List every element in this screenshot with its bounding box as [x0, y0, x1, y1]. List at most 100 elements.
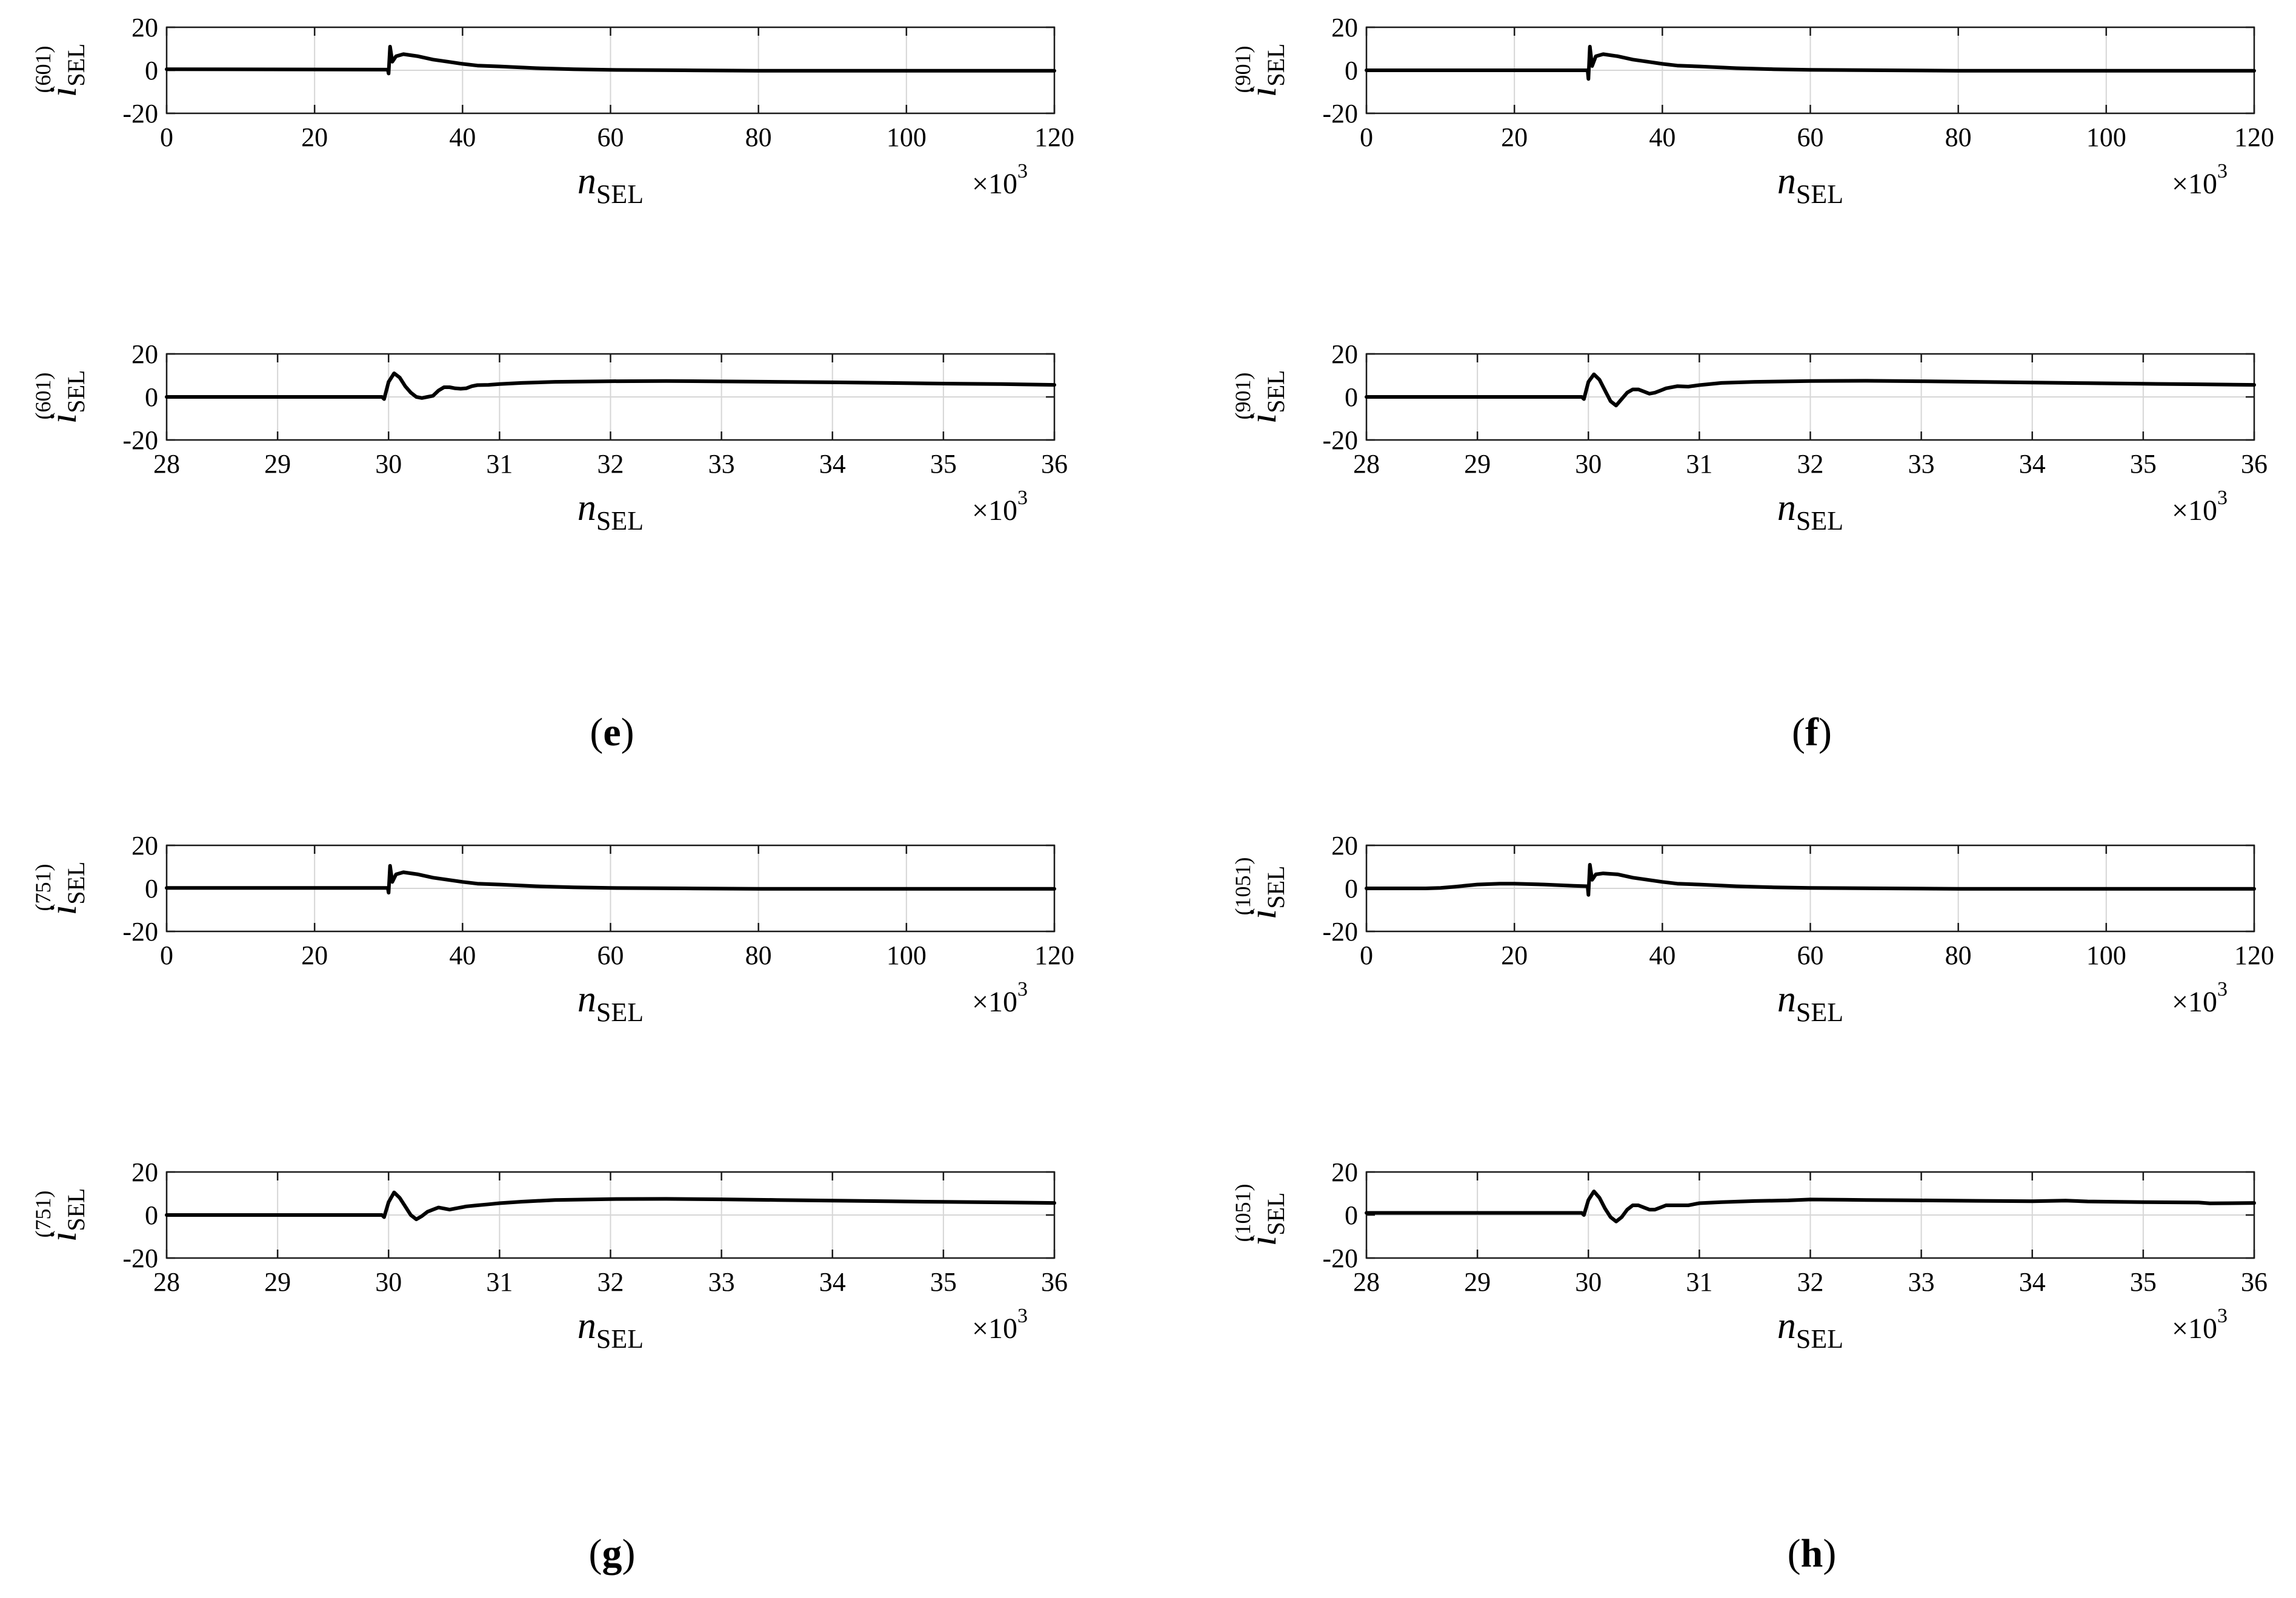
- x-label-subscript: SEL: [596, 506, 644, 536]
- x-label-subscript: SEL: [1796, 997, 1843, 1027]
- x-tick-label: 35: [930, 1267, 957, 1297]
- y-tick-label: -20: [122, 917, 158, 947]
- x-tick-label: 40: [449, 940, 476, 970]
- x-tick-label: 35: [2130, 449, 2157, 479]
- x-tick-label: 80: [1945, 940, 1972, 970]
- y-tick-label: 0: [1345, 382, 1358, 412]
- x-tick-label: 20: [1501, 122, 1528, 152]
- multiplier-power: 3: [2217, 487, 2228, 509]
- panel-label-letter: f: [1805, 710, 1819, 754]
- y-tick-label: 20: [131, 831, 158, 861]
- x-label-symbol: n: [577, 161, 596, 202]
- x-tick-label: 28: [1353, 1267, 1380, 1297]
- y-tick-label: -20: [122, 425, 158, 455]
- multiplier-power: 3: [2217, 1305, 2228, 1327]
- x-tick-label: 0: [160, 122, 173, 152]
- multiplier-power: 3: [1017, 160, 1028, 182]
- panel-label-h: (h): [1788, 1531, 1837, 1576]
- x-tick-label: 28: [153, 449, 180, 479]
- panel-labels-layer: (e) (f)(g) (h): [589, 710, 1837, 1576]
- x-tick-label: 31: [486, 449, 513, 479]
- multiplier-base: ×10: [972, 1313, 1017, 1345]
- x-axis-multiplier: ×103: [972, 160, 1028, 200]
- x-tick-label: 80: [745, 940, 772, 970]
- panel-label-close: ): [622, 1531, 636, 1576]
- x-axis-multiplier: ×103: [972, 487, 1028, 527]
- x-tick-label: 36: [2241, 449, 2268, 479]
- x-tick-label: 0: [1360, 940, 1373, 970]
- x-label-subscript: SEL: [596, 997, 644, 1027]
- y-label-symbol: i: [41, 87, 84, 98]
- x-tick-label: 40: [1649, 122, 1675, 152]
- y-axis-label: iSEL (751): [31, 1188, 90, 1242]
- x-tick-label: 35: [2130, 1267, 2157, 1297]
- x-tick-label: 80: [745, 122, 772, 152]
- x-tick-label: 29: [1464, 1267, 1491, 1297]
- x-tick-label: 20: [1501, 940, 1528, 970]
- multiplier-base: ×10: [2172, 1313, 2217, 1345]
- y-label-symbol: i: [41, 1231, 84, 1242]
- x-axis-label: nSEL: [577, 487, 644, 536]
- y-tick-label: -20: [1322, 99, 1358, 128]
- x-axis-label: nSEL: [1777, 1305, 1843, 1354]
- x-label-symbol: n: [577, 1305, 596, 1347]
- x-tick-label: 33: [1908, 449, 1935, 479]
- y-label-symbol: i: [1241, 413, 1284, 424]
- x-tick-label: 30: [375, 449, 402, 479]
- x-tick-label: 33: [1908, 1267, 1935, 1297]
- y-tick-label: 20: [1331, 831, 1358, 861]
- x-tick-label: 60: [597, 122, 624, 152]
- x-tick-label: 28: [153, 1267, 180, 1297]
- y-label-superscript: (601): [31, 46, 55, 93]
- multiplier-base: ×10: [2172, 986, 2217, 1018]
- x-tick-label: 34: [2019, 449, 2046, 479]
- x-tick-label: 28: [1353, 449, 1380, 479]
- y-label-symbol: i: [41, 905, 84, 916]
- y-label-subscript: SEL: [62, 1188, 90, 1231]
- multiplier-base: ×10: [972, 986, 1017, 1018]
- x-tick-label: 30: [1575, 449, 1602, 479]
- x-label-symbol: n: [577, 487, 596, 528]
- y-tick-label: 20: [131, 1157, 158, 1187]
- panel-label-letter: g: [602, 1531, 622, 1576]
- x-axis-label: nSEL: [1777, 161, 1843, 209]
- y-label-superscript: (751): [31, 1191, 55, 1238]
- y-tick-label: 0: [145, 1200, 158, 1230]
- y-label-subscript: SEL: [62, 370, 90, 413]
- panel-label-close: ): [1823, 1531, 1836, 1576]
- panel-label-g: (g): [589, 1531, 636, 1576]
- panel-label-open: (: [1792, 710, 1805, 754]
- x-tick-label: 36: [2241, 1267, 2268, 1297]
- y-tick-label: 0: [1345, 56, 1358, 85]
- x-tick-label: 32: [597, 1267, 624, 1297]
- y-tick-label: 20: [131, 339, 158, 369]
- multiplier-base: ×10: [972, 168, 1017, 200]
- series-line: [1365, 1190, 2256, 1223]
- x-tick-label: 32: [1797, 1267, 1824, 1297]
- y-tick-label: 20: [131, 13, 158, 42]
- x-tick-label: 36: [1041, 449, 1068, 479]
- x-tick-label: 0: [1360, 122, 1373, 152]
- x-tick-label: 20: [301, 122, 328, 152]
- x-axis-multiplier: ×103: [972, 978, 1028, 1018]
- y-axis-label: iSEL (601): [31, 44, 90, 98]
- x-tick-label: 40: [449, 122, 476, 152]
- y-label-symbol: i: [1241, 1236, 1284, 1247]
- y-tick-label: -20: [122, 99, 158, 128]
- panel-label-letter: h: [1801, 1531, 1823, 1576]
- y-label-subscript: SEL: [62, 862, 90, 905]
- multiplier-power: 3: [1017, 487, 1028, 509]
- y-tick-label: 0: [1345, 1200, 1358, 1230]
- y-label-symbol: i: [1241, 909, 1284, 920]
- x-tick-label: 100: [2086, 122, 2126, 152]
- y-tick-label: -20: [1322, 425, 1358, 455]
- x-label-symbol: n: [577, 979, 596, 1020]
- y-label-superscript: (901): [1231, 46, 1255, 93]
- y-axis-label: iSEL (751): [31, 862, 90, 916]
